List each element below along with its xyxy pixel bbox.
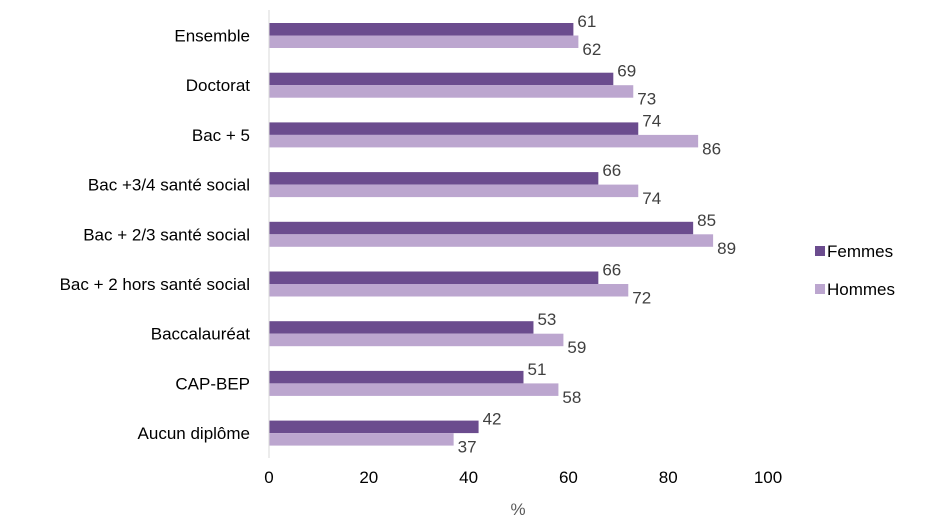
- bar-hommes: [269, 333, 564, 347]
- bar-femmes: [269, 172, 599, 185]
- data-label-hommes: 73: [637, 90, 656, 109]
- x-tick-label: 100: [754, 468, 782, 487]
- data-label-femmes: 66: [602, 161, 621, 180]
- bar-femmes: [269, 23, 574, 36]
- bar-hommes: [269, 35, 579, 48]
- data-label-femmes: 53: [537, 310, 556, 329]
- bar-femmes: [269, 271, 599, 284]
- data-label-femmes: 61: [577, 12, 596, 31]
- x-tick-label: 80: [659, 468, 678, 487]
- bar-femmes: [269, 221, 694, 235]
- legend-label-femmes: Femmes: [827, 242, 893, 261]
- bar-hommes: [269, 383, 559, 396]
- category-label: Bac + 2/3 santé social: [83, 225, 250, 244]
- category-label: Doctorat: [186, 76, 251, 95]
- legend: Femmes Hommes: [815, 242, 895, 299]
- category-label: Bac + 5: [192, 126, 250, 145]
- bar-femmes: [269, 321, 534, 334]
- bar-hommes: [269, 433, 454, 446]
- bar-femmes: [269, 420, 479, 434]
- bar-hommes: [269, 234, 714, 247]
- data-label-hommes: 59: [567, 338, 586, 357]
- x-tick-label: 40: [459, 468, 478, 487]
- category-label: Baccalauréat: [151, 325, 251, 344]
- category-label: Bac + 2 hors santé social: [60, 275, 250, 294]
- x-tick-label: 60: [559, 468, 578, 487]
- data-label-femmes: 85: [697, 211, 716, 230]
- bar-femmes: [269, 370, 524, 384]
- x-tick-label: 0: [264, 468, 273, 487]
- category-labels: Ensemble Doctorat Bac + 5 Bac +3/4 santé so…: [60, 27, 251, 444]
- data-label-femmes: 51: [527, 360, 546, 379]
- data-label-hommes: 62: [582, 40, 601, 59]
- bar-hommes: [269, 85, 634, 98]
- data-label-femmes: 42: [483, 410, 502, 429]
- bar-hommes: [269, 134, 699, 148]
- data-label-hommes: 89: [717, 239, 736, 258]
- legend-label-hommes: Hommes: [827, 280, 895, 299]
- category-label: Bac +3/4 santé social: [88, 176, 250, 195]
- data-label-femmes: 69: [617, 62, 636, 81]
- data-label-hommes: 74: [642, 189, 661, 208]
- bar-hommes: [269, 184, 639, 198]
- category-label: CAP-BEP: [175, 374, 250, 393]
- bar-femmes: [269, 72, 614, 86]
- x-axis-ticks: 0 20 40 60 80 100: [264, 468, 782, 487]
- x-axis-title: %: [510, 500, 525, 519]
- data-label-femmes: 74: [642, 111, 661, 130]
- data-label-hommes: 58: [562, 388, 581, 407]
- legend-swatch-femmes: [815, 246, 825, 256]
- legend-swatch-hommes: [815, 284, 825, 294]
- category-label: Ensemble: [174, 27, 250, 46]
- data-label-hommes: 37: [458, 438, 477, 457]
- category-label: Aucun diplôme: [138, 424, 250, 443]
- data-label-femmes: 66: [602, 261, 621, 280]
- bars-layer: [269, 23, 714, 446]
- x-tick-label: 20: [359, 468, 378, 487]
- data-label-hommes: 72: [632, 289, 651, 308]
- data-label-hommes: 86: [702, 139, 721, 158]
- bar-hommes: [269, 284, 629, 297]
- bar-femmes: [269, 122, 639, 135]
